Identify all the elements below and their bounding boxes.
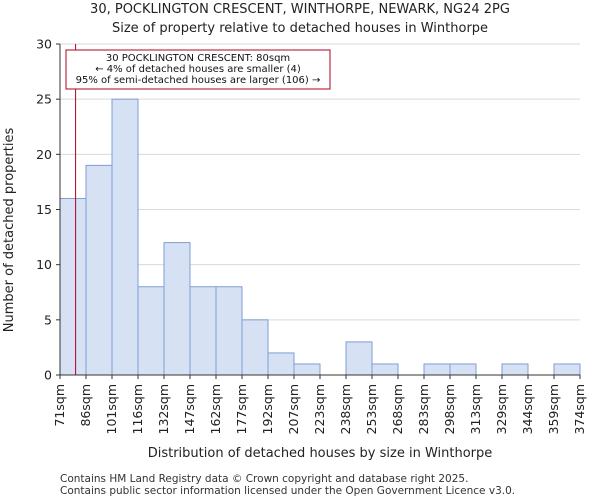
x-tick-label: 207sqm — [286, 384, 301, 434]
bar — [241, 319, 269, 376]
x-tick-label: 374sqm — [572, 384, 587, 434]
y-tick-labels: 0 5 10 15 20 25 30 — [36, 37, 60, 383]
grid-lines — [60, 43, 580, 321]
x-tick-label: 359sqm — [546, 384, 561, 434]
y-tick-label: 30 — [36, 37, 52, 52]
x-tick-label: 132sqm — [156, 384, 171, 434]
x-tick-label: 71sqm — [52, 384, 67, 427]
y-tick-label: 10 — [36, 257, 52, 272]
bar — [423, 363, 451, 376]
annotation-border — [65, 49, 331, 90]
x-tick-label: 101sqm — [104, 384, 119, 434]
annotation-line-1: 30 POCKLINGTON CRESCENT: 80sqm — [106, 53, 290, 64]
bar — [293, 363, 321, 376]
y-tick-label: 5 — [44, 312, 52, 327]
bar — [189, 286, 217, 376]
x-tick-label: 268sqm — [390, 384, 405, 434]
x-tick-label: 86sqm — [78, 384, 93, 427]
x-tick-label: 177sqm — [234, 384, 249, 434]
bar — [345, 341, 373, 376]
bar — [553, 363, 581, 376]
footer-line-1: Contains HM Land Registry data © Crown c… — [60, 473, 468, 485]
footer-line-2: Contains public sector information licen… — [60, 485, 515, 497]
y-tick-label: 0 — [44, 368, 52, 383]
x-tick-label: 283sqm — [416, 384, 431, 434]
bar — [85, 164, 113, 376]
annotation-box: 30 POCKLINGTON CRESCENT: 80sqm ← 4% of d… — [65, 49, 331, 90]
bar — [267, 352, 295, 376]
bar — [163, 242, 191, 376]
x-tick-label: 329sqm — [494, 384, 509, 434]
y-tick-label: 15 — [36, 202, 52, 217]
x-tick-label: 162sqm — [208, 384, 223, 434]
x-tick-label: 238sqm — [338, 384, 353, 434]
bar — [215, 286, 243, 376]
chart-title: 30, POCKLINGTON CRESCENT, WINTHORPE, NEW… — [90, 2, 510, 17]
y-axis-label: Number of detached properties — [2, 128, 17, 333]
bar — [111, 98, 139, 376]
bar — [449, 363, 477, 376]
x-tick-label: 192sqm — [260, 384, 275, 434]
x-tick-label: 344sqm — [520, 384, 535, 434]
bar — [371, 363, 399, 376]
x-axis-label: Distribution of detached houses by size … — [148, 446, 493, 461]
bar — [59, 197, 87, 376]
chart-subtitle: Size of property relative to detached ho… — [112, 21, 488, 36]
y-tick-label: 20 — [36, 147, 52, 162]
x-tick-label: 313sqm — [468, 384, 483, 434]
annotation-line-2: ← 4% of detached houses are smaller (4) — [95, 64, 301, 75]
bar — [137, 286, 165, 376]
x-tick-label: 298sqm — [442, 384, 457, 434]
x-tick-label: 116sqm — [130, 384, 145, 434]
annotation-line-3: 95% of semi-detached houses are larger (… — [76, 75, 321, 86]
x-tick-label: 223sqm — [312, 384, 327, 434]
x-tick-label: 147sqm — [182, 384, 197, 434]
y-tick-label: 25 — [36, 92, 52, 107]
bars — [59, 98, 581, 376]
bar — [501, 363, 529, 376]
x-tick-label: 253sqm — [364, 384, 379, 434]
x-tick-labels: 71sqm 86sqm 101sqm 116sqm 132sqm 147sqm 162sqm… — [52, 375, 587, 434]
